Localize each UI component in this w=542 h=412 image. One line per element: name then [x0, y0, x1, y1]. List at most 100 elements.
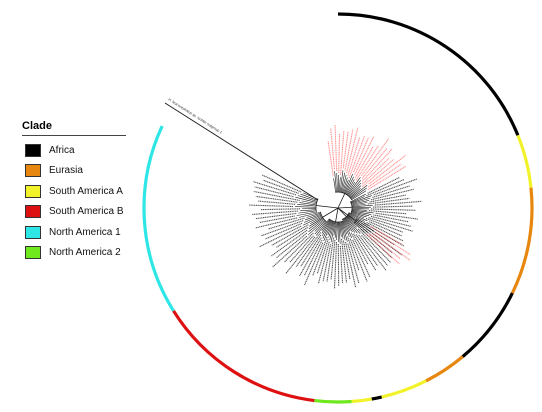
- tip-branch: [348, 182, 362, 197]
- internal-branch: [337, 206, 353, 209]
- legend-label: Africa: [49, 144, 75, 156]
- tip-branch: [338, 177, 341, 193]
- tip-label-mark: [254, 186, 294, 198]
- tip-label-mark: [373, 178, 418, 196]
- tip-branch: [348, 212, 368, 222]
- tip-label-mark: [252, 181, 297, 196]
- tip-branch: [340, 221, 344, 239]
- internal-arc: [350, 201, 353, 214]
- legend-swatch: [25, 164, 41, 178]
- tip-label-mark: [361, 138, 390, 177]
- clade-ring-arc-south-america-a: [516, 134, 533, 188]
- tip-branch: [322, 220, 333, 239]
- internal-arc: [353, 218, 358, 224]
- tip-label-mark: [368, 221, 403, 237]
- tip-branch: [308, 219, 325, 236]
- tip-label-mark: [267, 217, 305, 230]
- tip-label-mark: [365, 228, 402, 256]
- legend-item-south-america-a: South America A: [22, 181, 126, 202]
- tip-label-mark: [347, 137, 361, 176]
- internal-arc: [328, 218, 343, 223]
- tip-label-mark: [252, 210, 299, 215]
- tip-branch: [343, 218, 353, 233]
- tip-label-mark: [354, 146, 374, 178]
- tip-label-mark: [258, 225, 302, 248]
- tip-branch: [338, 221, 341, 244]
- tip-label-mark: [259, 215, 295, 224]
- tip-branch: [342, 219, 350, 237]
- tip-branch: [342, 218, 353, 239]
- tip-branch: [327, 221, 334, 236]
- tip-branch: [314, 220, 326, 232]
- tip-label-mark: [249, 204, 294, 208]
- tip-branch: [321, 220, 332, 236]
- tip-label-mark: [369, 194, 406, 203]
- tip-branch: [341, 221, 348, 242]
- tip-label-mark: [344, 129, 354, 171]
- tip-branch: [350, 193, 366, 203]
- tip-label-mark: [367, 176, 401, 194]
- tip-branch: [350, 196, 365, 203]
- tip-label-mark: [345, 242, 357, 288]
- tip-branch: [351, 204, 373, 208]
- tip-branch: [336, 173, 338, 193]
- tip-label-mark: [271, 229, 308, 257]
- tip-branch: [346, 181, 356, 195]
- tip-label-mark: [262, 179, 299, 194]
- tip-label-mark: [373, 214, 409, 223]
- tip-label-mark: [350, 232, 369, 265]
- legend-label: North America 2: [49, 247, 121, 259]
- legend-item-south-america-b: South America B: [22, 202, 126, 223]
- internal-branch: [337, 193, 346, 209]
- tip-branch: [344, 217, 356, 233]
- tip-branch: [344, 176, 354, 194]
- tip-label-mark: [304, 242, 324, 286]
- tip-branch: [349, 188, 361, 198]
- tip-label-mark: [255, 212, 297, 220]
- internal-arc: [315, 198, 319, 213]
- tip-branch: [351, 199, 370, 205]
- legend-label: Eurasia: [49, 165, 83, 177]
- tip-branch: [348, 213, 365, 222]
- clade-ring-arc-north-america-2: [314, 398, 352, 404]
- tip-branch: [351, 212, 365, 219]
- tip-label-mark: [366, 221, 404, 242]
- tip-branch: [342, 177, 348, 193]
- tip-label-mark: [261, 174, 302, 193]
- tip-branch: [321, 219, 331, 231]
- tip-branch: [354, 221, 369, 233]
- legend-swatch: [25, 143, 41, 157]
- tip-branch: [330, 221, 336, 243]
- tip-label-mark: [357, 228, 392, 264]
- tip-branch: [354, 222, 366, 234]
- tip-branch: [351, 211, 367, 218]
- tip-label-mark: [361, 158, 390, 185]
- tip-branch: [342, 221, 348, 235]
- tip-labels: [249, 125, 422, 289]
- tip-label-mark: [372, 232, 411, 261]
- tip-label-mark: [366, 179, 405, 197]
- tip-label-mark: [349, 238, 368, 282]
- tip-branch: [328, 221, 335, 238]
- tip-branch: [309, 216, 323, 224]
- tip-label-mark: [375, 231, 411, 256]
- tip-label-mark: [261, 208, 301, 211]
- internal-branch: [335, 207, 339, 222]
- legend-item-eurasia: Eurasia: [22, 161, 126, 182]
- tip-branch: [340, 172, 345, 193]
- tip-label-mark: [347, 243, 360, 284]
- tip-branch: [351, 197, 371, 205]
- clade-ring-arc-north-america-1: [142, 125, 175, 312]
- tip-label-mark: [255, 195, 298, 203]
- tip-branch: [346, 216, 357, 228]
- tip-label-mark: [370, 226, 403, 246]
- tip-label-mark: [322, 244, 332, 282]
- tip-branch: [297, 204, 317, 207]
- tip-label-mark: [260, 220, 304, 237]
- tip-label-mark: [370, 208, 416, 211]
- tip-label-mark: [361, 148, 393, 182]
- tip-branch: [300, 209, 317, 212]
- tip-label-mark: [330, 128, 335, 170]
- tip-label-mark: [368, 210, 407, 215]
- tip-branch: [296, 211, 317, 216]
